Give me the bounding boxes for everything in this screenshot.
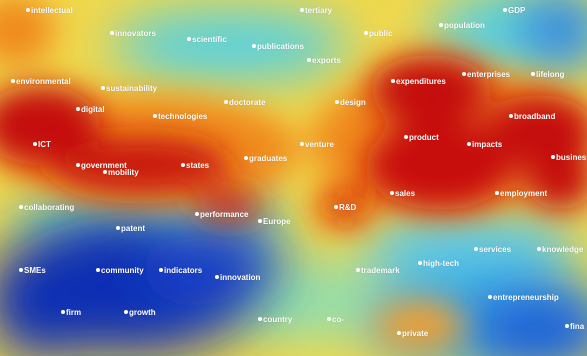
term-high-tech: high-tech	[418, 259, 459, 269]
term-product: product	[404, 133, 439, 143]
high-zones	[0, 55, 587, 222]
term-community: community	[96, 266, 144, 276]
term-population: population	[439, 21, 485, 31]
term-growth: growth	[124, 308, 156, 318]
term-ict: ICT	[33, 140, 51, 150]
term-knowledge: knowledge	[537, 245, 583, 255]
term-performance: performance	[195, 210, 248, 220]
term-public: public	[364, 29, 393, 39]
term-rnd: R&D	[334, 203, 356, 213]
term-private: private	[397, 329, 428, 339]
term-mobility: mobility	[103, 168, 139, 178]
term-patent: patent	[116, 224, 145, 234]
term-technologies: technologies	[153, 112, 207, 122]
term-innovation: innovation	[215, 273, 260, 283]
term-sales: sales	[390, 189, 415, 199]
term-collaborating: collaborating	[19, 203, 74, 213]
term-doctorate: doctorate	[224, 98, 265, 108]
term-tertiary: tertiary	[300, 6, 332, 16]
term-design: design	[335, 98, 366, 108]
term-publications: publications	[252, 42, 304, 52]
term-states: states	[181, 161, 209, 171]
term-co: co-	[327, 315, 344, 325]
term-innovators: innovators	[110, 29, 156, 39]
term-europe: Europe	[258, 217, 291, 227]
term-exports: exports	[307, 56, 341, 66]
term-impacts: impacts	[467, 140, 502, 150]
term-smes: SMEs	[19, 266, 46, 276]
term-broadband: broadband	[509, 112, 555, 122]
term-business: business	[551, 153, 587, 163]
term-government: government	[76, 161, 127, 171]
term-employment: employment	[495, 189, 547, 199]
term-indicators: indicators	[159, 266, 202, 276]
term-graduates: graduates	[244, 154, 287, 164]
term-lifelong: lifelong	[531, 70, 564, 80]
term-venture: venture	[300, 140, 334, 150]
term-digital: digital	[76, 105, 105, 115]
term-expenditures: expenditures	[391, 77, 446, 87]
term-environmental: environmental	[11, 77, 71, 87]
term-services: services	[474, 245, 511, 255]
term-intellectual: intellectual	[26, 6, 73, 16]
term-sustainability: sustainability	[101, 84, 157, 94]
term-country: country	[258, 315, 292, 325]
term-gdp: GDP	[503, 6, 525, 16]
term-trademark: trademark	[356, 266, 400, 276]
term-enterprises: enterprises	[462, 70, 510, 80]
term-firm: firm	[61, 308, 81, 318]
term-finance: fina	[565, 322, 584, 332]
term-entrepreneurship: entrepreneurship	[488, 293, 559, 303]
term-scientific: scientific	[187, 35, 227, 45]
